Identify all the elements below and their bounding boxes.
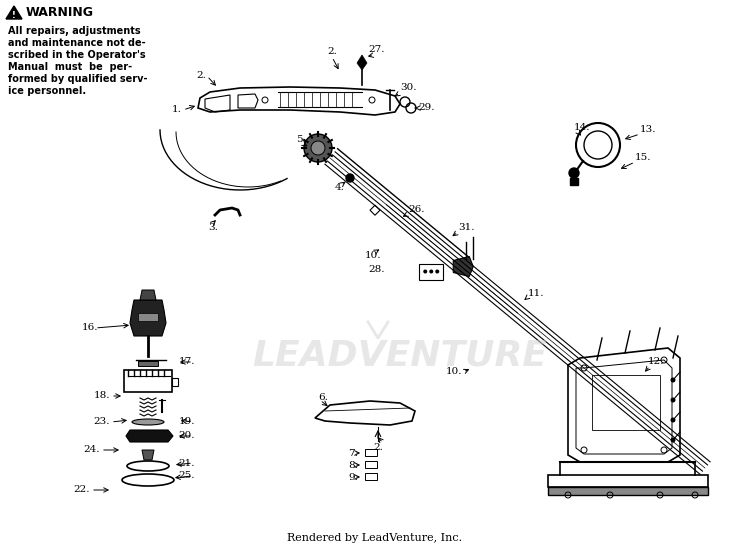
Circle shape <box>435 270 439 274</box>
Text: 25.: 25. <box>178 472 195 480</box>
Text: 15.: 15. <box>635 154 652 162</box>
Text: 20.: 20. <box>178 432 195 440</box>
Polygon shape <box>6 6 22 19</box>
Text: 10.: 10. <box>365 251 382 259</box>
Circle shape <box>429 270 433 274</box>
Bar <box>365 461 377 468</box>
Polygon shape <box>130 300 166 336</box>
Circle shape <box>670 438 676 443</box>
Bar <box>548 487 708 495</box>
Text: 28.: 28. <box>368 265 385 275</box>
Text: 2.: 2. <box>327 48 337 56</box>
Bar <box>138 313 158 321</box>
Text: 31.: 31. <box>458 224 475 232</box>
Text: 3.: 3. <box>208 224 218 232</box>
Circle shape <box>423 270 427 274</box>
Polygon shape <box>142 450 154 460</box>
Circle shape <box>304 134 332 162</box>
Circle shape <box>311 141 325 155</box>
Polygon shape <box>140 290 156 300</box>
Text: 12.: 12. <box>648 358 664 366</box>
Bar <box>365 473 377 480</box>
Text: 17.: 17. <box>178 358 195 366</box>
Bar <box>124 370 172 392</box>
Text: 29.: 29. <box>418 103 434 113</box>
Polygon shape <box>357 55 367 70</box>
Text: 16.: 16. <box>82 323 98 333</box>
Text: formed by qualified serv-: formed by qualified serv- <box>8 74 148 84</box>
Text: 30.: 30. <box>400 84 416 92</box>
Text: 24.: 24. <box>83 445 100 455</box>
Text: 2.: 2. <box>196 72 206 80</box>
Text: 2.: 2. <box>374 443 383 451</box>
Text: 4.: 4. <box>335 183 345 193</box>
Text: Rendered by LeadVenture, Inc.: Rendered by LeadVenture, Inc. <box>287 533 463 543</box>
Text: 1.: 1. <box>172 106 182 114</box>
Text: 10.: 10. <box>446 368 462 376</box>
Text: WARNING: WARNING <box>26 7 94 20</box>
Text: 26.: 26. <box>408 206 424 214</box>
Polygon shape <box>453 257 473 276</box>
Text: 27.: 27. <box>368 45 385 55</box>
Text: !: ! <box>12 10 16 20</box>
Text: LEADVENTURE: LEADVENTURE <box>253 338 548 372</box>
Circle shape <box>670 398 676 403</box>
Circle shape <box>346 174 354 182</box>
Text: 7.: 7. <box>348 449 358 457</box>
Text: 5.: 5. <box>296 136 306 144</box>
Bar <box>592 375 660 430</box>
Text: 22.: 22. <box>74 486 90 494</box>
Text: Manual  must  be  per-: Manual must be per- <box>8 62 132 72</box>
Text: and maintenance not de-: and maintenance not de- <box>8 38 146 48</box>
Bar <box>365 449 377 456</box>
Text: All repairs, adjustments: All repairs, adjustments <box>8 26 141 36</box>
Text: 21.: 21. <box>178 458 195 468</box>
Polygon shape <box>570 178 578 185</box>
Text: 11.: 11. <box>528 288 544 298</box>
Text: 19.: 19. <box>178 417 195 427</box>
Text: 9.: 9. <box>348 473 358 481</box>
Bar <box>548 475 708 487</box>
Polygon shape <box>126 430 173 442</box>
Text: 18.: 18. <box>94 392 110 400</box>
Bar <box>138 361 158 366</box>
Text: 14.: 14. <box>574 124 590 132</box>
Text: 23.: 23. <box>94 417 110 427</box>
Circle shape <box>670 377 676 382</box>
Text: ice personnel.: ice personnel. <box>8 86 86 96</box>
Text: 13.: 13. <box>640 125 656 135</box>
Bar <box>419 264 443 280</box>
Text: 8.: 8. <box>348 461 358 469</box>
Circle shape <box>670 417 676 422</box>
Text: 6.: 6. <box>318 393 328 401</box>
Bar <box>172 378 178 386</box>
Text: scribed in the Operator's: scribed in the Operator's <box>8 50 146 60</box>
Circle shape <box>569 168 579 178</box>
Ellipse shape <box>132 419 164 425</box>
